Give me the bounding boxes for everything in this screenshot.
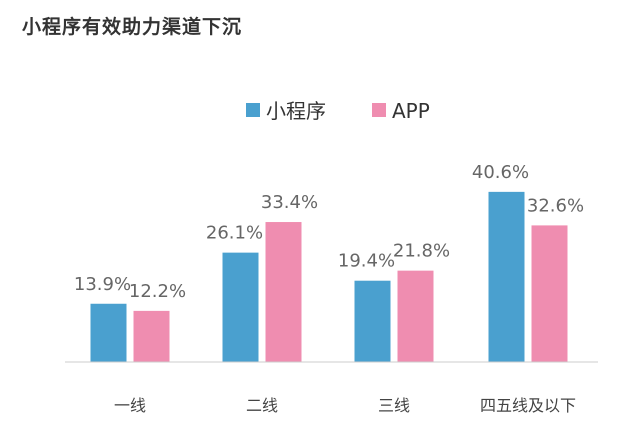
legend-label-0: 小程序 (266, 99, 326, 123)
legend-swatch-1 (372, 103, 386, 117)
category-labels: 一线 二线 三线 四五线及以下 (114, 396, 576, 415)
value-label-1-2: 21.8% (393, 241, 450, 262)
category-label-3: 四五线及以下 (480, 396, 576, 415)
bar-0-0 (90, 303, 127, 362)
category-label-2: 三线 (378, 396, 410, 415)
value-label-0-2: 19.4% (338, 251, 395, 272)
legend: 小程序 APP (246, 99, 430, 123)
value-label-0-3: 40.6% (472, 162, 529, 183)
value-label-1-1: 33.4% (261, 192, 318, 213)
bars (90, 191, 568, 362)
bar-1-3 (531, 225, 568, 362)
bar-1-2 (397, 270, 434, 362)
value-label-1-3: 32.6% (527, 195, 584, 216)
value-label-0-0: 13.9% (74, 274, 131, 295)
bar-0-3 (488, 191, 525, 362)
chart-title: 小程序有效助力渠道下沉 (22, 16, 243, 38)
value-label-1-0: 12.2% (129, 281, 186, 302)
bar-0-1 (222, 252, 259, 362)
legend-label-1: APP (392, 99, 430, 123)
bar-1-0 (133, 310, 170, 362)
category-label-0: 一线 (114, 396, 146, 415)
category-label-1: 二线 (246, 396, 278, 415)
value-label-0-1: 26.1% (206, 223, 263, 244)
bar-1-1 (265, 222, 302, 362)
value-labels: 13.9%12.2% 26.1% 33.4% 19.4%21.8% 40.6% 32.6% (74, 162, 584, 302)
legend-swatch-0 (246, 103, 260, 117)
bar-0-2 (354, 280, 391, 362)
